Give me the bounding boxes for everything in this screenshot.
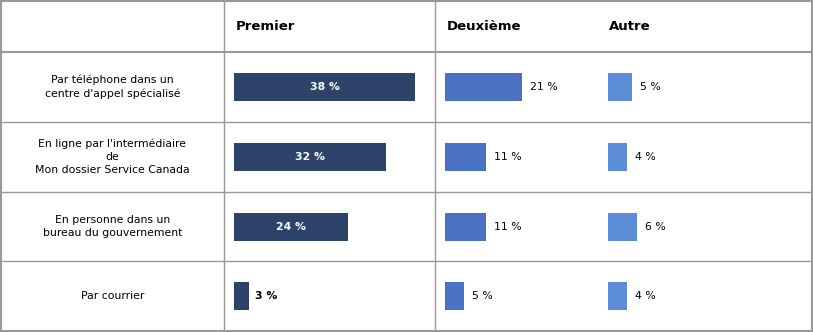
Text: Par courrier: Par courrier	[80, 291, 144, 301]
Bar	[446, 143, 485, 171]
Text: 38 %: 38 %	[310, 82, 340, 92]
Bar	[234, 283, 249, 310]
Text: Deuxième: Deuxième	[447, 20, 522, 33]
Text: En personne dans un
bureau du gouvernement: En personne dans un bureau du gouverneme…	[42, 215, 182, 238]
Text: 6 %: 6 %	[645, 221, 666, 231]
Text: Autre: Autre	[610, 20, 651, 33]
Text: 24 %: 24 %	[276, 221, 307, 231]
Bar	[608, 283, 627, 310]
Text: Premier: Premier	[236, 20, 295, 33]
Bar	[234, 143, 386, 171]
Bar	[446, 212, 485, 240]
Text: 4 %: 4 %	[635, 152, 656, 162]
Bar	[608, 212, 637, 240]
Text: Par téléphone dans un
centre d'appel spécialisé: Par téléphone dans un centre d'appel spé…	[45, 75, 180, 99]
Bar	[608, 73, 632, 101]
Text: 5 %: 5 %	[640, 82, 661, 92]
Text: 11 %: 11 %	[493, 152, 521, 162]
Bar	[446, 283, 463, 310]
Text: 4 %: 4 %	[635, 291, 656, 301]
Bar	[446, 73, 522, 101]
Text: 5 %: 5 %	[472, 291, 493, 301]
Text: 21 %: 21 %	[530, 82, 558, 92]
Text: En ligne par l'intermédiaire
de
Mon dossier Service Canada: En ligne par l'intermédiaire de Mon doss…	[35, 138, 189, 175]
Bar	[608, 143, 627, 171]
Text: 11 %: 11 %	[493, 221, 521, 231]
Text: 32 %: 32 %	[295, 152, 325, 162]
Bar	[234, 73, 415, 101]
Bar	[234, 212, 349, 240]
Text: 3 %: 3 %	[255, 291, 277, 301]
